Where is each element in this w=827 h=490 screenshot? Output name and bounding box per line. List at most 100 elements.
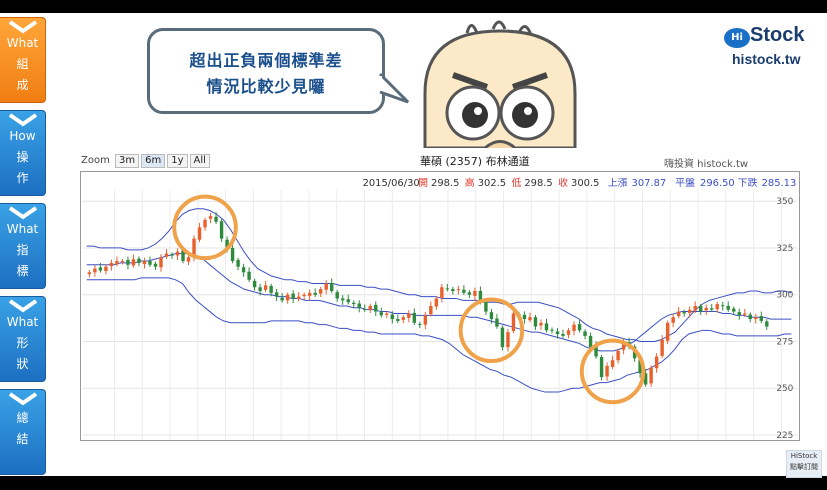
candle-body [153, 263, 158, 267]
candle-body [302, 294, 306, 297]
highlight-circle [458, 297, 525, 364]
info-upper-label: 上漲 [608, 177, 628, 189]
info-lower: 285.13 [762, 178, 797, 189]
candle-body [374, 304, 378, 312]
bollinger-bands [86, 208, 792, 393]
info-high-label: 高 [465, 176, 475, 189]
candle-body [737, 312, 741, 316]
candle-body [313, 292, 317, 295]
info-open-label: 開 [418, 177, 428, 189]
sidebar-item-zh2: 標 [16, 264, 29, 278]
highlight-circle [172, 194, 238, 261]
candle-body [324, 283, 328, 290]
candle-body [429, 305, 433, 315]
candle-body [197, 227, 202, 240]
candle-body [357, 303, 361, 308]
candle-body [572, 324, 576, 331]
candle-body [418, 323, 422, 325]
bubble-line-2: 情況比較少見囉 [206, 77, 326, 96]
sidebar-item-en: How [9, 129, 36, 143]
candle-body [170, 254, 174, 256]
candle-body [368, 305, 372, 310]
candle-body [754, 317, 758, 320]
zoom-6m-button[interactable]: 6m [141, 154, 166, 168]
candle-body [528, 317, 532, 321]
info-date: 2015/06/30 [363, 178, 420, 189]
zoom-all-button[interactable]: All [189, 154, 210, 168]
info-open: 298.5 [431, 178, 459, 189]
candle-body [434, 298, 439, 307]
sidebar-item-5[interactable]: 總結 [0, 389, 46, 475]
candle-body [219, 221, 224, 239]
candle-body [352, 302, 356, 305]
candle-body [208, 216, 213, 219]
sidebar-item-zh1: 操 [16, 150, 29, 164]
price-info-row: 2015/06/30 開 298.5 高 302.5 低 298.5 收 300… [363, 176, 797, 189]
sidebar-item-4[interactable]: What 形狀 [0, 296, 46, 382]
zoom-1y-button[interactable]: 1y [167, 154, 188, 168]
candle-body [341, 298, 345, 301]
y-tick-label: 325 [776, 244, 793, 254]
candles [87, 212, 769, 387]
sidebar-item-en: What [6, 222, 39, 236]
candle-body [539, 322, 543, 326]
candle-body [93, 268, 97, 273]
candle-body [605, 365, 609, 377]
candle-body [765, 321, 769, 327]
candle-body [616, 350, 620, 361]
candle-body [489, 312, 494, 320]
candle-body [687, 309, 692, 313]
sidebar-item-1[interactable]: What 組成 [0, 17, 46, 103]
candle-body [643, 373, 648, 385]
candle-body [451, 289, 455, 291]
sidebar-item-2[interactable]: How 操作 [0, 110, 46, 196]
y-tick-label: 275 [776, 337, 793, 347]
candle-body [561, 334, 565, 336]
candle-body [247, 271, 251, 280]
zoom-3m-button[interactable]: 3m [115, 154, 140, 168]
cartoon-face-icon [423, 20, 577, 148]
info-close-label: 收 [558, 176, 568, 189]
candle-body [555, 331, 560, 335]
sidebar-item-zh2: 狀 [16, 357, 29, 371]
candle-body [423, 315, 428, 325]
candle-body [478, 290, 483, 303]
zoom-label: Zoom [81, 155, 110, 166]
sidebar-item-zh2: 成 [16, 78, 29, 92]
info-low: 298.5 [524, 178, 552, 189]
candle-body [401, 317, 406, 320]
candle-body [241, 267, 246, 273]
subscribe-logo[interactable]: HiStock 點擊訂閱 [786, 450, 822, 478]
candle-body [500, 327, 505, 348]
candle-body [269, 285, 273, 293]
info-lower-label: 下跌 [738, 176, 758, 189]
info-mid-label: 平盤 [675, 176, 695, 189]
y-tick-label: 250 [776, 384, 793, 394]
candle-body [566, 330, 571, 335]
candle-body [318, 289, 323, 294]
candle-body [98, 267, 103, 271]
candle-body [412, 312, 417, 323]
candle-body [363, 308, 367, 310]
candle-body [263, 285, 268, 290]
candle-body [280, 297, 284, 301]
candle-body [396, 319, 400, 321]
candle-body [710, 308, 714, 310]
candle-body [588, 335, 593, 348]
candle-body [704, 307, 708, 311]
upper-band-line [86, 208, 792, 343]
lower-band-line [86, 277, 792, 393]
candle-body [390, 314, 394, 320]
sidebar-item-zh1: 總 [16, 411, 29, 425]
candle-body [759, 316, 763, 321]
candle-body [599, 357, 604, 378]
sidebar-item-3[interactable]: What 指標 [0, 203, 46, 289]
candle-body [175, 251, 180, 256]
candle-body [506, 332, 510, 348]
candle-body [159, 257, 163, 268]
candle-body [665, 322, 670, 341]
candle-body [583, 331, 587, 336]
candle-body [148, 261, 152, 265]
candle-body [693, 305, 697, 311]
candle-body [285, 294, 290, 301]
